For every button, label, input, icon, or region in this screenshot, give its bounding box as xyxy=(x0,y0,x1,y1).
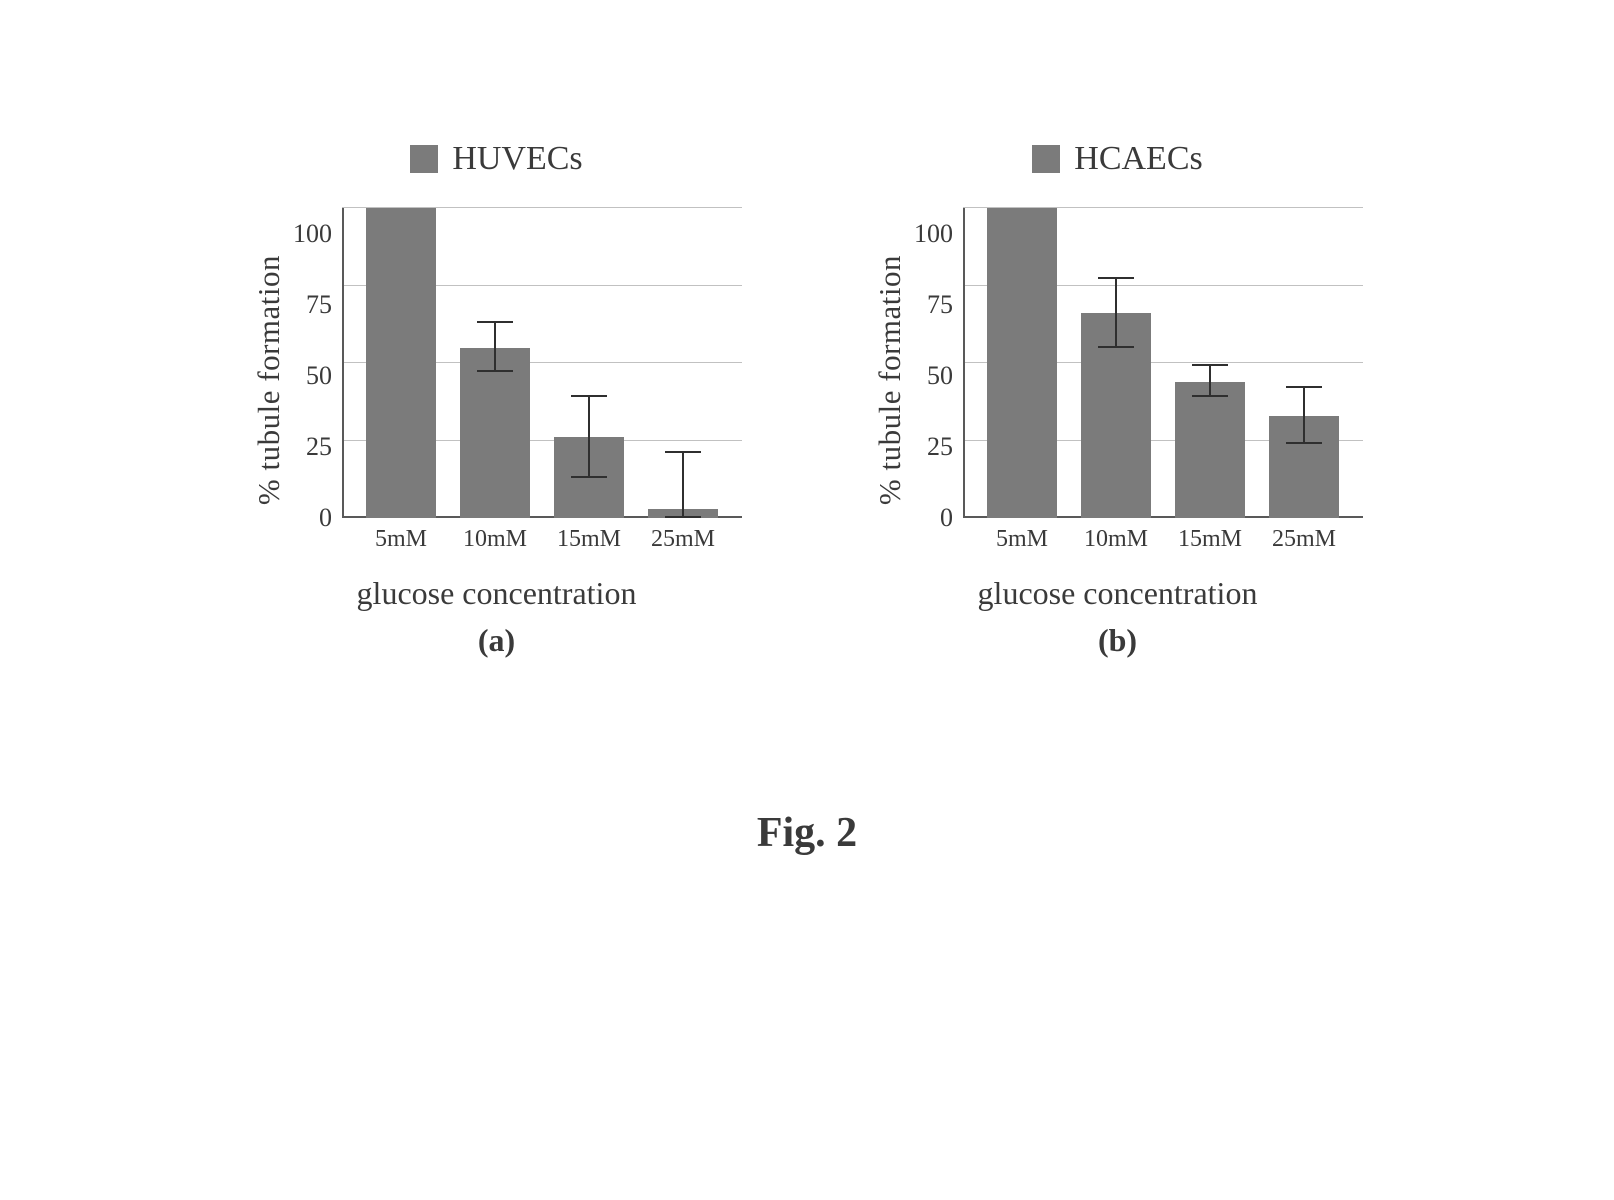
error-cap-bottom xyxy=(477,370,513,372)
xtick-label: 25mM xyxy=(1269,526,1339,553)
bar-slot xyxy=(554,437,624,518)
xtick-label: 15mM xyxy=(554,526,624,553)
bar xyxy=(460,348,530,519)
chart-wrap-b: % tubule formation 100 75 50 25 0 5mM 10mM 15m… xyxy=(872,208,1363,553)
figure-caption: Fig. 2 xyxy=(0,809,1614,857)
bar xyxy=(1175,382,1245,518)
chart-body-b: 100 75 50 25 0 5mM 10mM 15mM 25mM xyxy=(914,208,1363,553)
error-cap-top xyxy=(1192,364,1228,366)
plot-row-a: 1007550250 xyxy=(293,208,742,518)
sub-caption-b: (b) xyxy=(1098,622,1137,659)
bars xyxy=(342,208,742,518)
error-cap-bottom xyxy=(1192,395,1228,397)
error-cap-bottom xyxy=(665,516,701,518)
xlabel-a: glucose concentration xyxy=(357,575,637,612)
ytick-label: 50 xyxy=(306,363,332,389)
legend-b: HCAECs xyxy=(1032,140,1202,178)
sub-caption-a: (a) xyxy=(478,622,515,659)
xtick-label: 5mM xyxy=(366,526,436,553)
bar-slot xyxy=(648,509,718,518)
error-cap-top xyxy=(477,321,513,323)
bar xyxy=(987,208,1057,518)
error-cap-top xyxy=(571,395,607,397)
error-cap-bottom xyxy=(571,476,607,478)
bars xyxy=(963,208,1363,518)
ylabel-a: % tubule formation xyxy=(251,255,287,505)
plot-b xyxy=(963,208,1363,518)
bar-slot xyxy=(987,208,1057,518)
bar-slot xyxy=(460,348,530,519)
panel-a: HUVECs % tubule formation 100 75 50 25 0 5mM… xyxy=(251,140,742,659)
ytick-label: 75 xyxy=(927,292,953,318)
bar-slot xyxy=(1269,416,1339,518)
error-bar xyxy=(494,323,496,373)
xticks-a: 5mM 10mM 15mM 25mM xyxy=(342,526,742,553)
plot-a xyxy=(342,208,742,518)
xtick-label: 15mM xyxy=(1175,526,1245,553)
chart-body-a: 100 75 50 25 0 5mM 10mM 15mM 25mM xyxy=(293,208,742,553)
xtick-label: 10mM xyxy=(1081,526,1151,553)
ylabel-b: % tubule formation xyxy=(872,255,908,505)
legend-swatch-a xyxy=(410,145,438,173)
bar-slot xyxy=(1081,313,1151,518)
error-bar xyxy=(1209,366,1211,397)
ytick-label: 75 xyxy=(306,292,332,318)
legend-a: HUVECs xyxy=(410,140,582,178)
ytick-label: 25 xyxy=(927,434,953,460)
error-bar xyxy=(682,453,684,518)
xtick-label: 10mM xyxy=(460,526,530,553)
xticks-b: 5mM 10mM 15mM 25mM xyxy=(963,526,1363,553)
error-cap-top xyxy=(1098,277,1134,279)
chart-wrap-a: % tubule formation 100 75 50 25 0 5mM 10mM 15m… xyxy=(251,208,742,553)
error-cap-top xyxy=(1286,386,1322,388)
ytick-label: 100 xyxy=(293,221,332,247)
plot-row-b: 1007550250 xyxy=(914,208,1363,518)
ytick-label: 0 xyxy=(940,505,953,531)
legend-swatch-b xyxy=(1032,145,1060,173)
error-bar xyxy=(1115,279,1117,347)
bar-slot xyxy=(366,208,436,518)
error-cap-bottom xyxy=(1286,442,1322,444)
legend-label-a: HUVECs xyxy=(452,140,582,178)
legend-label-b: HCAECs xyxy=(1074,140,1202,178)
error-cap-bottom xyxy=(1098,346,1134,348)
yticks-a: 1007550250 xyxy=(293,208,332,518)
xtick-label: 25mM xyxy=(648,526,718,553)
panel-b: HCAECs % tubule formation 100 75 50 25 0 5mM… xyxy=(872,140,1363,659)
xlabel-b: glucose concentration xyxy=(978,575,1258,612)
bar-slot xyxy=(1175,382,1245,518)
ytick-label: 25 xyxy=(306,434,332,460)
figure-2: HUVECs % tubule formation 100 75 50 25 0 5mM… xyxy=(0,0,1614,1200)
bar xyxy=(366,208,436,518)
ytick-label: 100 xyxy=(914,221,953,247)
xtick-label: 5mM xyxy=(987,526,1057,553)
ytick-label: 0 xyxy=(319,505,332,531)
error-cap-top xyxy=(665,451,701,453)
ytick-label: 50 xyxy=(927,363,953,389)
panels-row: HUVECs % tubule formation 100 75 50 25 0 5mM… xyxy=(0,0,1614,659)
error-bar xyxy=(1303,388,1305,444)
yticks-b: 1007550250 xyxy=(914,208,953,518)
error-bar xyxy=(588,397,590,478)
